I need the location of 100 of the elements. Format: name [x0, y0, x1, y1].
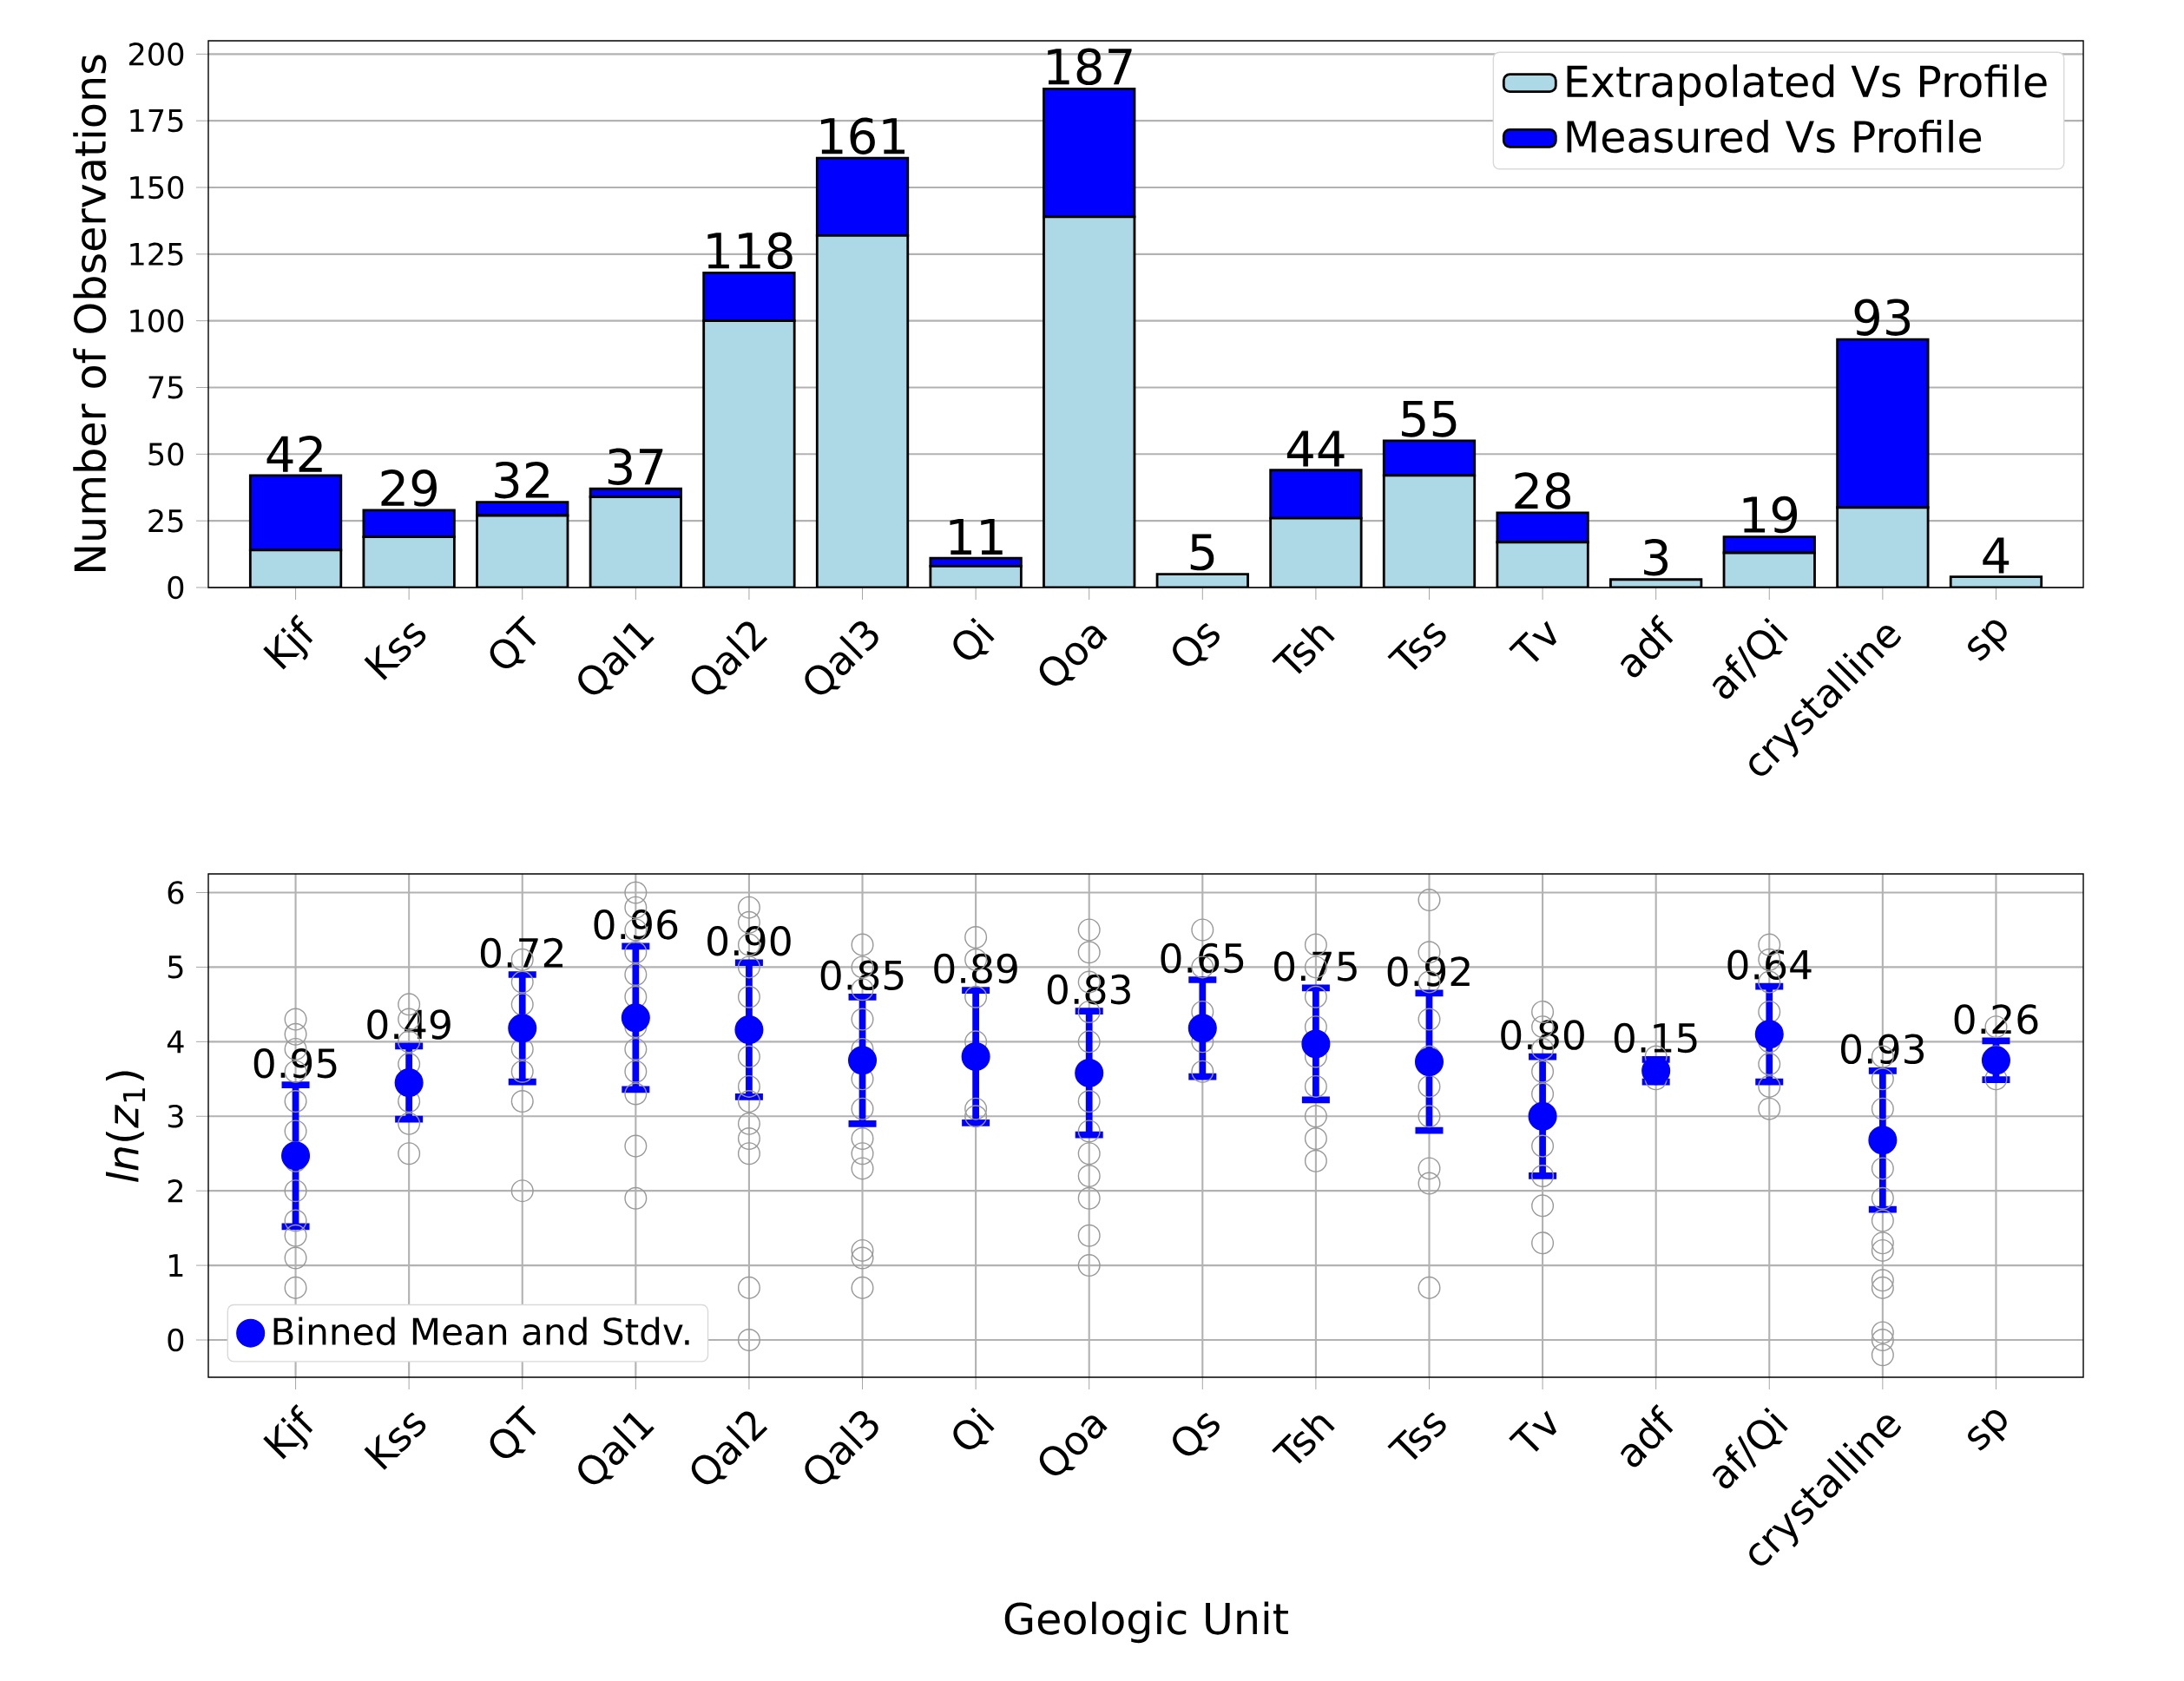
- total-label: 19: [1743, 496, 1798, 534]
- x-tick-label: Qoa: [1039, 1415, 1108, 1475]
- annotation: 0.49: [367, 1009, 451, 1040]
- annotation: 0.83: [1047, 974, 1130, 1005]
- x-tick-label: sp: [1968, 1409, 2007, 1451]
- bar: [1497, 542, 1589, 588]
- total-label: 32: [495, 461, 549, 499]
- annotation: 0.93: [1841, 1034, 1924, 1065]
- annotation: 0.96: [594, 909, 678, 940]
- x-tick-label: Tss: [1387, 1412, 1446, 1460]
- bar: [1384, 475, 1475, 588]
- x-tick-label: QT: [490, 614, 536, 669]
- x-tick-label: Qi: [953, 617, 995, 660]
- x-tick-label: Tv: [1509, 621, 1557, 662]
- annotation: 0.75: [1274, 951, 1357, 982]
- total-label: 28: [1515, 472, 1570, 509]
- point: [1301, 1029, 1331, 1059]
- x-tick-label: Kss: [364, 622, 426, 680]
- x-tick-label: Qi: [953, 1407, 995, 1449]
- y-tick-label: 25: [148, 509, 183, 533]
- annotation: 0.65: [1161, 942, 1244, 974]
- bar: [590, 496, 681, 588]
- annotation: 0.90: [707, 925, 791, 956]
- y-tick-label: 100: [130, 309, 184, 332]
- point: [1528, 1101, 1557, 1131]
- bar: [1724, 553, 1815, 588]
- x-tick-label: sp: [1968, 620, 2007, 661]
- point: [1868, 1126, 1898, 1155]
- x-tick-label: Kss: [364, 1412, 426, 1470]
- y-tick-label: 3: [168, 1104, 183, 1128]
- bar: [1043, 216, 1135, 588]
- total-label: 3: [1644, 539, 1668, 576]
- bar: [817, 235, 908, 588]
- annotation: 0.80: [1501, 1020, 1584, 1050]
- annotation: 0.64: [1727, 949, 1812, 981]
- total-label: 44: [1286, 430, 1345, 467]
- y-tick-label: 5: [168, 955, 183, 979]
- legend-label: Extrapolated Vs Profile: [1567, 64, 2047, 106]
- total-label: 55: [1402, 400, 1457, 437]
- total-label: 11: [950, 518, 1003, 555]
- x-axis-title: Geologic Unit: [1004, 1601, 1288, 1644]
- x-tick-label: Tsh: [1272, 1415, 1335, 1464]
- x-tick-label: Tss: [1387, 622, 1446, 670]
- point: [508, 1014, 537, 1043]
- point: [734, 1015, 764, 1045]
- bar: [250, 549, 341, 588]
- y-tick-label: 175: [130, 109, 183, 133]
- bar: [1269, 469, 1363, 520]
- total-label: 187: [1048, 48, 1132, 86]
- x-tick-label: QT: [490, 1404, 536, 1459]
- annotation: 0.92: [1387, 956, 1470, 987]
- legend-label: Binned Mean and Stdv.: [273, 1317, 689, 1346]
- y-tick-label: 6: [168, 881, 184, 904]
- total-label: 161: [821, 117, 905, 154]
- y-tick-label: 150: [130, 175, 184, 200]
- point: [394, 1068, 424, 1098]
- y-tick-label: 0: [168, 1328, 184, 1352]
- y-axis-title: ln(z$_{1}$): [105, 1071, 146, 1183]
- total-label: 4: [1983, 537, 2010, 574]
- annotation: 0.89: [934, 953, 1017, 984]
- y-tick-label: 4: [167, 1030, 184, 1054]
- point: [1414, 1047, 1444, 1077]
- y-tick-label: 0: [168, 575, 184, 600]
- bar: [1837, 507, 1929, 588]
- annotation: 0.95: [253, 1047, 337, 1079]
- x-tick-label: Qs: [1173, 622, 1220, 666]
- y-tick-label: 2: [168, 1179, 183, 1203]
- total-label: 42: [266, 435, 322, 472]
- x-tick-label: Tsh: [1272, 626, 1335, 674]
- x-tick-label: Kjf: [263, 1403, 313, 1460]
- x-tick-label: adf: [1620, 1403, 1674, 1468]
- x-tick-label: adf: [1620, 614, 1674, 678]
- bar: [477, 515, 568, 588]
- bar: [1270, 518, 1362, 588]
- y-tick-label: 125: [130, 242, 183, 266]
- annotation: 0.15: [1614, 1022, 1697, 1054]
- point: [961, 1041, 990, 1072]
- annotation: 0.72: [480, 937, 562, 969]
- total-label: 93: [1854, 299, 1911, 336]
- y-tick-label: 200: [129, 43, 184, 66]
- total-label: 5: [1190, 534, 1214, 571]
- y-tick-label: 75: [148, 376, 183, 399]
- point: [1754, 1020, 1784, 1049]
- x-tick-label: Qoa: [1039, 626, 1108, 686]
- point: [1981, 1046, 2010, 1075]
- y-tick-label: 50: [148, 442, 184, 466]
- total-label: 37: [608, 448, 663, 486]
- point: [281, 1141, 311, 1171]
- total-label: 29: [381, 469, 437, 507]
- x-tick-label: Tv: [1509, 1410, 1557, 1452]
- total-label: 118: [707, 232, 793, 270]
- y-tick-label: 1: [169, 1254, 183, 1277]
- bar: [362, 509, 456, 538]
- point: [621, 1003, 650, 1033]
- legend-label: Measured Vs Profile: [1567, 120, 1982, 154]
- point: [1187, 1014, 1217, 1043]
- x-tick-label: Qs: [1173, 1412, 1220, 1456]
- point: [847, 1046, 878, 1075]
- point: [1075, 1058, 1104, 1087]
- annotation: 0.26: [1954, 1004, 2038, 1034]
